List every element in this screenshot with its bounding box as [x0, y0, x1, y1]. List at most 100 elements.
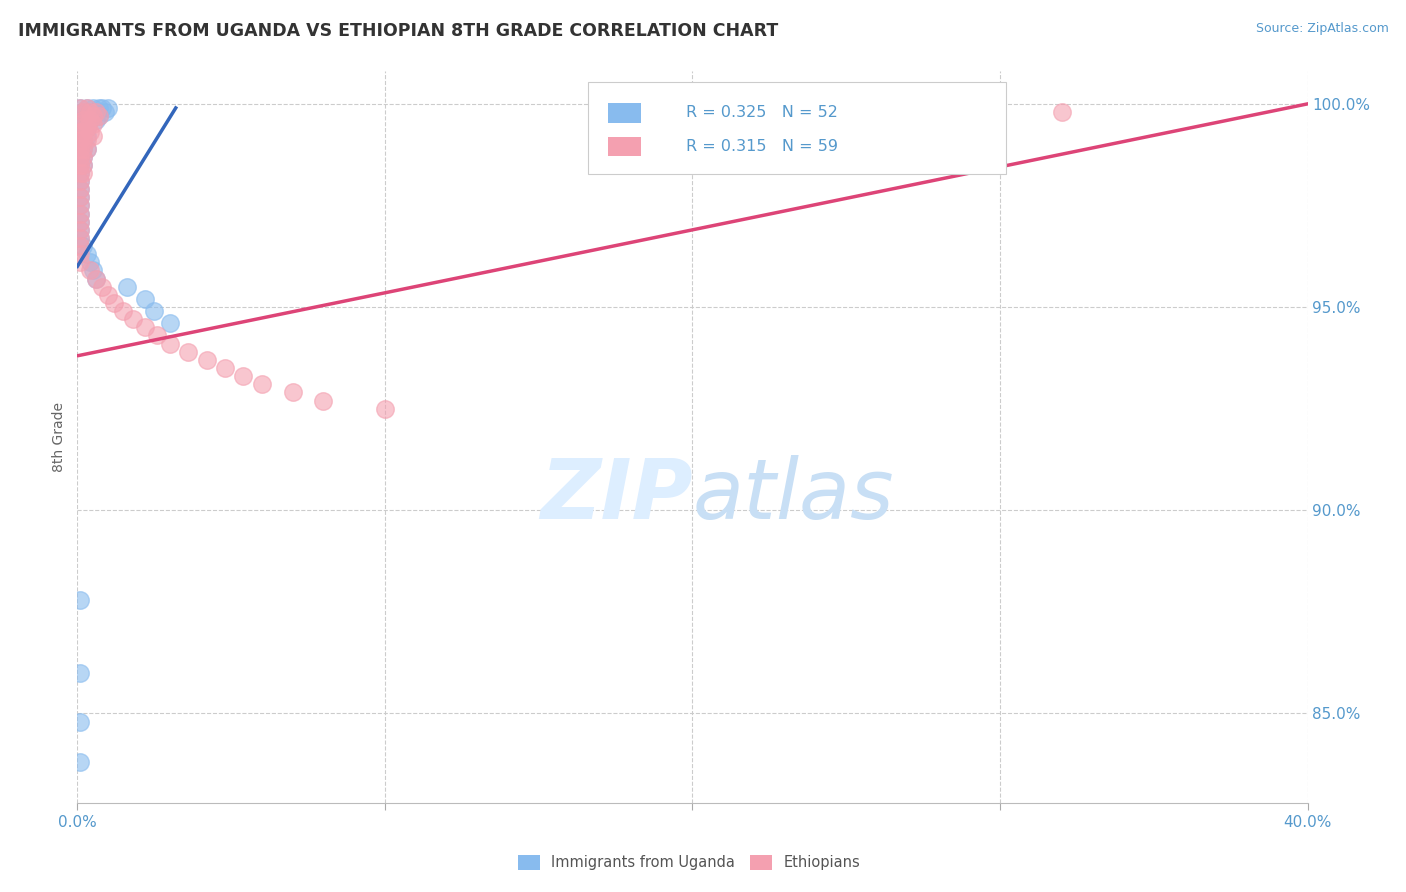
Point: [69, 215, 91, 229]
Point: [143, 304, 166, 318]
Point: [146, 328, 169, 343]
Point: [121, 312, 143, 326]
Text: R = 0.315   N = 59: R = 0.315 N = 59: [686, 139, 838, 154]
Point: [82, 109, 104, 123]
Point: [69, 206, 91, 220]
Point: [72, 105, 94, 120]
Point: [82, 101, 104, 115]
Point: [76, 133, 98, 147]
Point: [72, 158, 94, 172]
Point: [103, 296, 125, 310]
Point: [159, 316, 181, 330]
Point: [69, 142, 91, 156]
Point: [79, 113, 101, 128]
Point: [69, 714, 91, 729]
Text: atlas: atlas: [693, 455, 894, 536]
Point: [69, 231, 91, 245]
Point: [69, 223, 91, 237]
Text: Source: ZipAtlas.com: Source: ZipAtlas.com: [1256, 22, 1389, 36]
Point: [69, 101, 91, 115]
Point: [76, 142, 98, 156]
Point: [72, 142, 94, 156]
Point: [84, 113, 107, 128]
Point: [76, 129, 98, 144]
Point: [177, 344, 200, 359]
FancyBboxPatch shape: [607, 103, 641, 123]
Point: [69, 198, 91, 212]
Point: [134, 292, 156, 306]
Point: [69, 113, 91, 128]
Point: [82, 129, 104, 144]
Text: IMMIGRANTS FROM UGANDA VS ETHIOPIAN 8TH GRADE CORRELATION CHART: IMMIGRANTS FROM UGANDA VS ETHIOPIAN 8TH …: [18, 22, 779, 40]
Point: [250, 377, 273, 392]
Point: [90, 279, 114, 293]
Point: [84, 271, 107, 285]
Point: [115, 279, 138, 293]
Point: [76, 121, 98, 136]
Text: R = 0.325   N = 52: R = 0.325 N = 52: [686, 105, 838, 120]
Point: [69, 231, 91, 245]
Point: [69, 755, 91, 769]
Point: [72, 113, 94, 128]
Y-axis label: 8th Grade: 8th Grade: [52, 402, 66, 472]
Point: [79, 255, 101, 269]
Point: [72, 142, 94, 156]
Point: [69, 255, 91, 269]
Point: [69, 117, 91, 131]
Point: [69, 190, 91, 204]
Point: [76, 121, 98, 136]
Point: [79, 105, 101, 120]
Point: [79, 105, 101, 120]
Point: [214, 361, 236, 376]
Point: [69, 101, 91, 115]
Point: [69, 125, 91, 139]
Point: [69, 150, 91, 164]
Point: [69, 182, 91, 196]
Point: [84, 105, 107, 120]
Text: ZIP: ZIP: [540, 455, 693, 536]
Point: [69, 166, 91, 180]
Point: [82, 109, 104, 123]
Point: [69, 182, 91, 196]
Point: [69, 206, 91, 220]
Point: [84, 105, 107, 120]
Point: [72, 158, 94, 172]
Point: [79, 263, 101, 277]
Point: [69, 592, 91, 607]
Point: [69, 150, 91, 164]
Point: [72, 166, 94, 180]
Point: [72, 133, 94, 147]
Point: [69, 133, 91, 147]
Point: [195, 352, 218, 367]
Point: [69, 142, 91, 156]
Legend: Immigrants from Uganda, Ethiopians: Immigrants from Uganda, Ethiopians: [512, 848, 866, 876]
Point: [72, 105, 94, 120]
Point: [97, 288, 120, 302]
Point: [72, 125, 94, 139]
FancyBboxPatch shape: [607, 136, 641, 156]
Point: [112, 304, 135, 318]
Point: [84, 271, 107, 285]
Point: [72, 125, 94, 139]
Point: [76, 117, 98, 131]
Point: [76, 109, 98, 123]
Point: [72, 113, 94, 128]
Point: [69, 174, 91, 188]
Point: [97, 101, 120, 115]
Point: [232, 369, 254, 384]
FancyBboxPatch shape: [588, 82, 1007, 174]
Point: [69, 125, 91, 139]
Point: [76, 101, 98, 115]
Point: [69, 239, 91, 253]
Point: [79, 125, 101, 139]
Point: [76, 142, 98, 156]
Point: [69, 166, 91, 180]
Point: [82, 263, 104, 277]
Point: [72, 133, 94, 147]
Point: [72, 239, 94, 253]
Point: [94, 105, 117, 120]
Point: [69, 247, 91, 261]
Point: [69, 665, 91, 680]
Point: [76, 101, 98, 115]
Point: [72, 150, 94, 164]
